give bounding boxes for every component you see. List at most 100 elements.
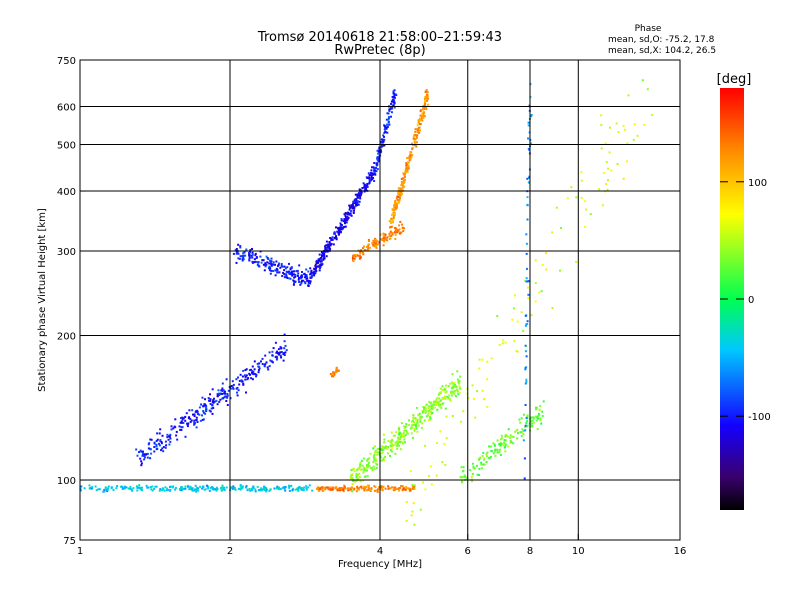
data-point — [405, 169, 407, 172]
data-point — [242, 252, 245, 255]
data-point — [149, 457, 152, 460]
data-point — [212, 407, 215, 409]
data-point — [452, 383, 455, 386]
data-point — [545, 268, 548, 271]
data-point — [427, 103, 429, 106]
data-point — [204, 398, 206, 401]
data-point — [220, 487, 223, 490]
data-point — [424, 405, 427, 408]
data-point — [446, 395, 449, 398]
data-point — [363, 249, 366, 251]
data-point — [584, 200, 587, 203]
data-point — [375, 167, 377, 169]
data-point — [413, 134, 416, 136]
data-point — [272, 347, 275, 350]
data-point — [383, 240, 386, 243]
data-point — [230, 385, 233, 387]
data-point — [457, 382, 460, 385]
data-point — [288, 262, 290, 265]
data-point — [476, 390, 478, 393]
data-point — [276, 357, 279, 360]
data-point — [235, 252, 238, 255]
data-point — [555, 206, 558, 209]
data-point — [513, 340, 516, 343]
data-point — [392, 217, 395, 219]
data-point — [368, 240, 370, 242]
data-point — [530, 422, 533, 425]
data-point — [242, 258, 245, 261]
data-point — [429, 417, 432, 420]
data-point — [345, 221, 348, 224]
data-point — [317, 489, 320, 492]
data-point — [390, 441, 393, 444]
data-point — [351, 490, 354, 493]
data-point — [395, 208, 397, 210]
data-point — [358, 255, 361, 258]
data-point — [264, 263, 267, 266]
data-point — [132, 487, 135, 490]
data-point — [535, 416, 538, 419]
data-point — [235, 378, 238, 381]
data-point — [181, 418, 184, 421]
data-point — [274, 341, 277, 344]
data-point — [256, 485, 259, 488]
data-point — [422, 106, 425, 109]
data-point — [188, 409, 191, 412]
data-point — [486, 360, 489, 363]
data-point — [529, 416, 532, 419]
data-point — [602, 171, 605, 174]
data-point — [405, 519, 408, 522]
data-point — [600, 147, 603, 150]
data-point — [360, 487, 363, 490]
data-point — [392, 90, 395, 93]
data-point — [353, 201, 356, 204]
data-point — [643, 123, 646, 126]
data-point — [314, 264, 317, 267]
data-point — [399, 197, 401, 200]
x-tick-label: 1 — [77, 546, 83, 557]
data-point — [527, 137, 530, 140]
data-point — [188, 488, 191, 491]
data-point — [370, 487, 373, 490]
data-point — [302, 489, 305, 492]
data-point — [319, 267, 321, 270]
data-point — [139, 488, 142, 491]
data-point — [425, 403, 428, 406]
data-point — [241, 255, 244, 258]
data-point — [411, 483, 414, 486]
data-point — [359, 463, 362, 466]
data-point — [527, 280, 530, 283]
data-point — [478, 467, 481, 470]
data-point — [375, 466, 378, 469]
data-point — [396, 440, 399, 443]
data-point — [539, 417, 542, 420]
data-point — [608, 151, 611, 154]
data-point — [457, 381, 460, 384]
data-point — [390, 100, 393, 103]
data-point — [413, 428, 416, 430]
data-point — [402, 425, 405, 428]
data-point — [373, 468, 376, 471]
data-point — [372, 465, 375, 468]
x-tick-label: 8 — [527, 546, 533, 557]
data-point — [342, 488, 345, 491]
data-point — [450, 394, 453, 397]
data-point — [321, 488, 324, 491]
data-point — [390, 447, 393, 450]
data-point — [477, 474, 480, 476]
data-point — [414, 417, 417, 419]
data-point — [245, 485, 248, 488]
data-point — [299, 275, 302, 278]
data-point — [525, 277, 528, 280]
data-point — [320, 251, 323, 253]
data-point — [410, 156, 413, 159]
data-point — [400, 231, 403, 234]
data-point — [516, 320, 519, 323]
data-point — [236, 386, 239, 389]
data-point — [636, 134, 639, 137]
data-point — [190, 419, 193, 422]
data-point — [430, 404, 433, 407]
data-point — [417, 119, 420, 122]
data-point — [388, 235, 391, 237]
